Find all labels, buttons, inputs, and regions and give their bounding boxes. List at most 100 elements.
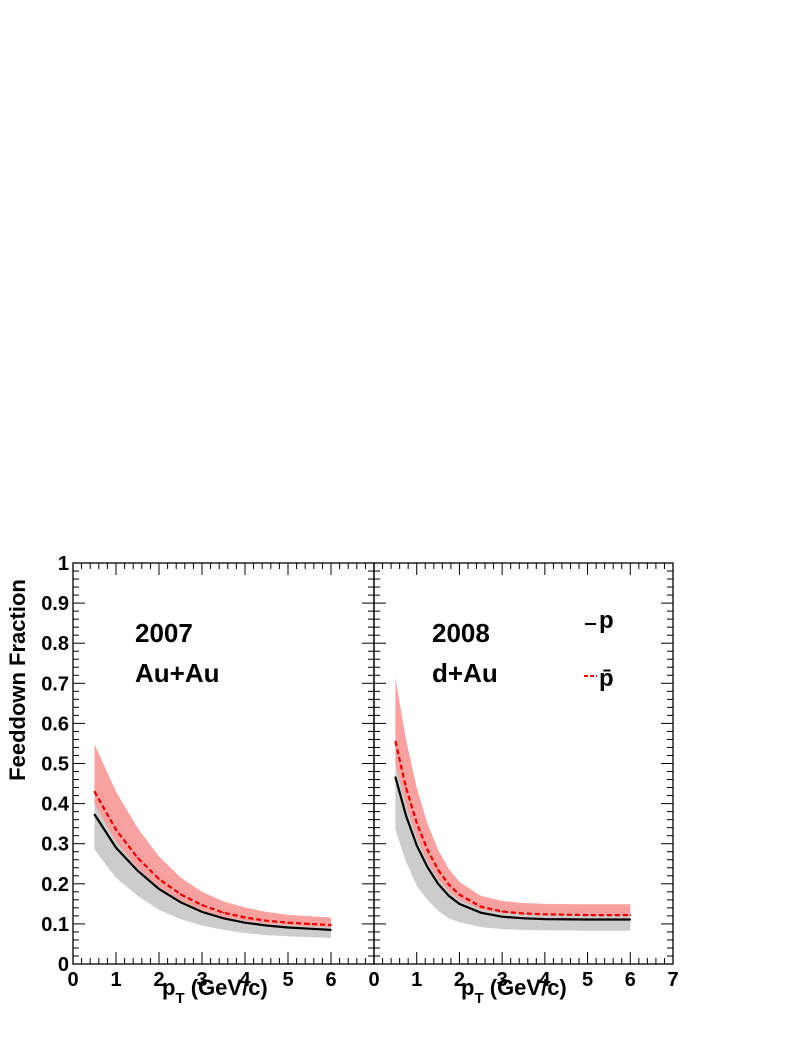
legend-label-p: p <box>599 607 614 634</box>
data-point-pbar <box>222 911 225 914</box>
y-tick-label: 0.6 <box>41 713 69 735</box>
data-point-p <box>394 776 397 778</box>
data-point-pbar <box>115 828 117 831</box>
data-point-pbar <box>480 905 482 908</box>
data-point-p <box>158 888 160 890</box>
data-point-p <box>437 883 439 885</box>
data-point-pbar <box>394 740 397 743</box>
data-point-p <box>93 813 96 816</box>
data-point-pbar <box>501 910 503 913</box>
legend: p p̄ <box>584 607 614 692</box>
data-point-p <box>179 901 182 903</box>
data-point-p <box>405 814 407 817</box>
data-point-pbar <box>93 790 96 793</box>
y-tick-label: 0.5 <box>41 754 69 776</box>
data-point-p <box>115 846 117 849</box>
annotation-system: d+Au <box>432 658 498 688</box>
y-axis-title: Feeddown Fraction <box>5 579 30 781</box>
uncertainty-band-pbar <box>94 744 331 928</box>
x-tick-label: 4 <box>239 969 251 991</box>
data-point-pbar <box>136 856 139 859</box>
panel-left-au-au: 0 1 2 3 4 5 6 0 0.1 0.2 0.3 0.4 0.5 0.6 0.7 0.8 0.9 1 2007… <box>41 553 375 1007</box>
x-tick-label: 7 <box>667 969 678 991</box>
data-point-pbar <box>544 913 546 916</box>
x-axis-title-unit: (GeV/c) <box>185 975 268 1000</box>
data-point-pbar <box>405 786 407 789</box>
legend-label-pbar: p̄ <box>599 665 614 692</box>
uncertainty-band-p <box>94 779 331 938</box>
annotation-year: 2007 <box>135 618 193 648</box>
data-point-pbar <box>437 869 439 871</box>
x-tick-label: 0 <box>368 969 379 991</box>
x-axis-title: pT (GeV/c) <box>162 975 268 1007</box>
data-point-pbar <box>448 883 450 886</box>
data-point-p <box>426 866 429 868</box>
data-point-pbar <box>308 923 311 925</box>
x-axis-title-unit: (GeV/c) <box>484 975 567 1000</box>
series-line-p <box>93 813 332 931</box>
x-tick-label: 3 <box>497 969 508 991</box>
y-tick-label: 0.7 <box>41 673 69 695</box>
y-tick-label: 0.9 <box>41 593 69 615</box>
data-point-pbar <box>522 912 525 915</box>
x-tick-label: 6 <box>625 969 636 991</box>
data-point-p <box>330 929 332 931</box>
data-point-p <box>265 924 268 927</box>
panel-right-d-au: 0 1 2 3 4 5 6 7 2008 d+Au pT (GeV/c) p p̄ <box>368 562 679 1007</box>
series-line-pbar <box>93 791 332 927</box>
y-tick-label: 0.8 <box>41 633 69 655</box>
x-tick-label: 2 <box>454 969 465 991</box>
x-tick-label: 5 <box>582 969 593 991</box>
y-tick-label: 1 <box>58 553 69 575</box>
annotation-system: Au+Au <box>135 658 220 688</box>
data-point-pbar <box>586 914 589 916</box>
axes-titles: Feeddown Fraction <box>5 579 30 781</box>
data-point-p <box>522 917 525 920</box>
x-tick-label: 3 <box>196 969 207 991</box>
data-point-p <box>201 911 203 913</box>
annotation-year: 2008 <box>432 618 490 648</box>
x-tick-label: 2 <box>153 969 164 991</box>
y-tick-label: 0.2 <box>41 874 69 896</box>
data-point-p <box>586 918 589 921</box>
x-tick-label: 5 <box>282 969 293 991</box>
y-tick-label: 0 <box>58 954 69 976</box>
x-tick-label: 4 <box>539 969 551 991</box>
data-point-p <box>415 844 418 847</box>
x-tick-label: 1 <box>411 969 422 991</box>
data-point-p <box>629 918 632 921</box>
data-point-pbar <box>201 904 203 906</box>
data-point-p <box>544 918 546 920</box>
x-axis-title-subscript: T <box>175 990 184 1007</box>
data-point-pbar <box>426 848 429 851</box>
x-axis-title-symbol: p <box>162 975 175 1000</box>
x-tick-label: 0 <box>67 969 78 991</box>
data-point-p <box>136 869 139 872</box>
data-point-p <box>308 927 311 930</box>
data-point-pbar <box>330 924 332 926</box>
y-tick-label: 0.3 <box>41 834 69 856</box>
data-point-p <box>448 895 450 897</box>
data-point-p <box>222 917 225 920</box>
data-point-pbar <box>287 921 289 924</box>
data-point-p <box>458 903 461 905</box>
data-point-pbar <box>179 893 182 895</box>
x-tick-label: 1 <box>110 969 121 991</box>
data-point-pbar <box>244 916 246 919</box>
data-point-pbar <box>415 822 418 824</box>
y-tick-label: 0.4 <box>41 794 70 816</box>
x-tick-label: 6 <box>325 969 336 991</box>
data-point-p <box>244 921 246 924</box>
uncertainty-band-p <box>395 729 631 931</box>
data-point-pbar <box>629 914 632 916</box>
data-point-pbar <box>458 893 461 896</box>
x-axis-title-subscript: T <box>474 990 483 1007</box>
y-tick-label: 0.1 <box>41 914 69 936</box>
data-point-p <box>480 911 482 914</box>
data-point-pbar <box>158 878 160 880</box>
x-axis-title: pT (GeV/c) <box>461 975 567 1007</box>
data-point-pbar <box>265 919 268 922</box>
data-point-p <box>287 926 289 929</box>
data-point-p <box>501 915 503 918</box>
